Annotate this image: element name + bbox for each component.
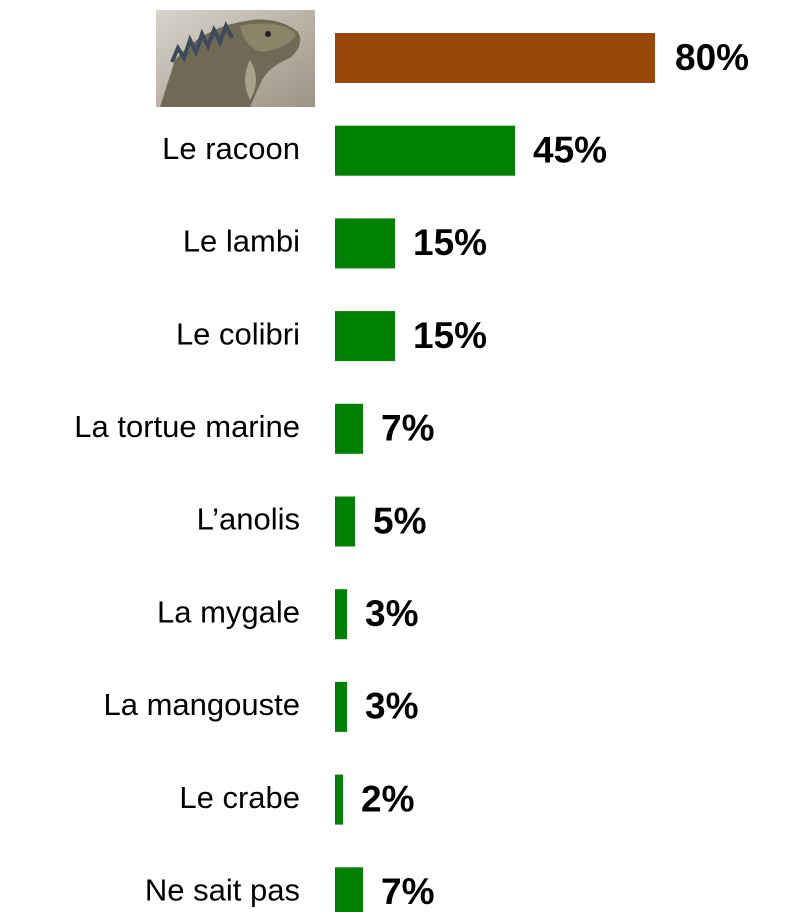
value-label: 7% <box>381 408 434 449</box>
bar <box>335 496 355 547</box>
value-label: 80% <box>675 37 749 78</box>
category-label: Le colibri <box>176 316 300 351</box>
bar <box>335 218 395 269</box>
bar <box>335 589 347 640</box>
category-label: La mangouste <box>104 687 300 722</box>
value-label: 45% <box>533 129 607 170</box>
value-label: 3% <box>365 686 418 727</box>
value-label: 5% <box>373 500 426 541</box>
value-label: 7% <box>381 871 434 912</box>
category-label: Le racoon <box>162 131 300 166</box>
bar <box>335 403 363 454</box>
category-label: Ne sait pas <box>145 872 300 907</box>
value-label: 15% <box>413 222 487 263</box>
category-label: La mygale <box>157 594 300 629</box>
bar <box>335 33 655 83</box>
bar <box>335 125 515 176</box>
category-label: Le crabe <box>179 780 300 815</box>
value-label: 2% <box>361 778 414 819</box>
value-label: 3% <box>365 593 418 634</box>
iguana-image <box>156 10 315 108</box>
category-label: La tortue marine <box>74 409 300 444</box>
value-label: 15% <box>413 315 487 356</box>
category-label: Le lambi <box>183 224 300 259</box>
bar <box>335 681 347 732</box>
bar <box>335 867 363 912</box>
bar <box>335 774 343 825</box>
bar <box>335 311 395 362</box>
category-label: L’anolis <box>197 502 300 537</box>
